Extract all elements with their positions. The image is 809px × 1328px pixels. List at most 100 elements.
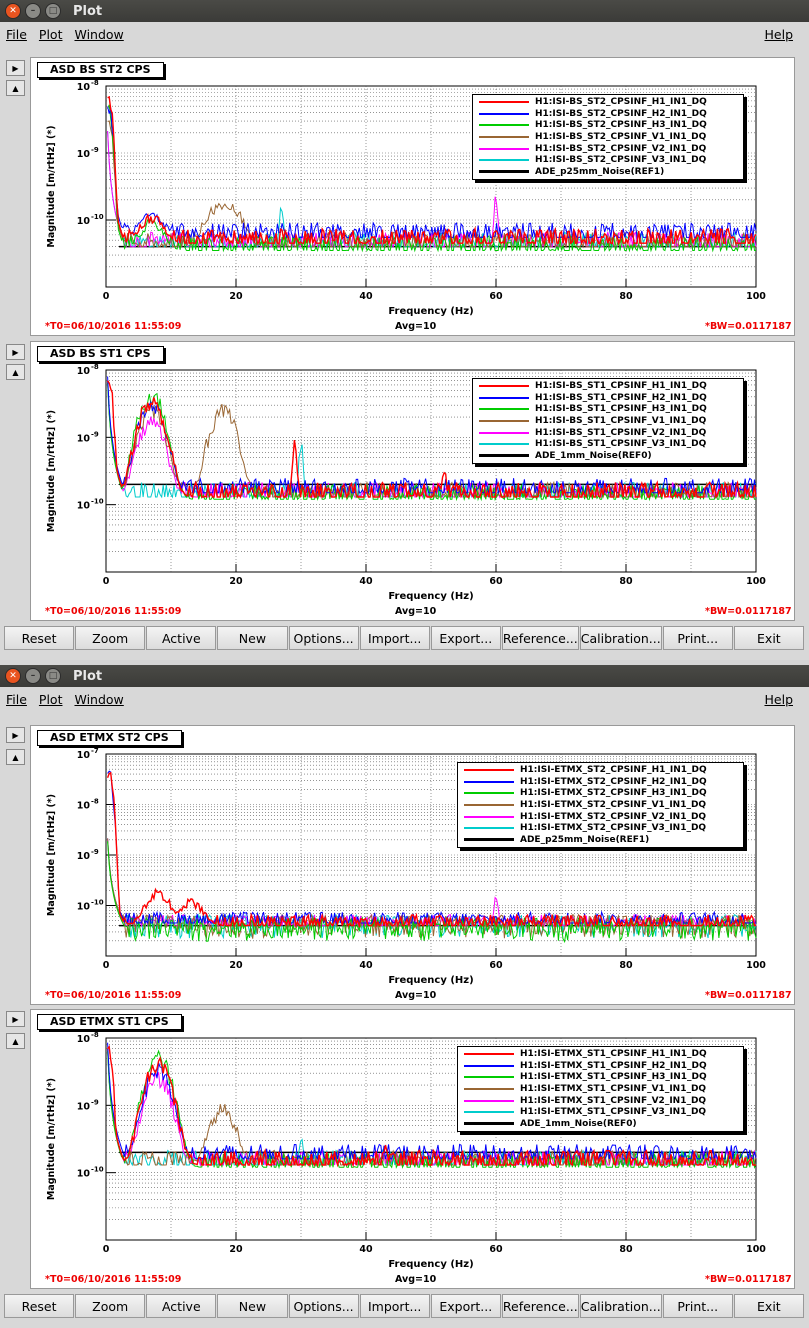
pad-title: ASD ETMX ST1 CPS <box>37 1014 182 1030</box>
legend-label: H1:ISI-ETMX_ST2_CPSINF_V1_IN1_DQ <box>520 799 707 810</box>
toolbar-button-export[interactable]: Export... <box>430 626 501 650</box>
toolbar-button-active[interactable]: Active <box>146 626 217 650</box>
legend-label: H1:ISI-BS_ST1_CPSINF_V3_IN1_DQ <box>535 439 707 450</box>
menu-help[interactable]: Help <box>764 26 794 42</box>
y-tick-label: 10 <box>77 149 91 160</box>
toolbar-button-print[interactable]: Print... <box>662 1294 733 1318</box>
plot-pad: ASD BS ST2 CPS 0 20 40 60 80 100 10 -8 10 -9 10 -10 F… <box>30 57 795 336</box>
legend-swatch <box>464 1122 514 1126</box>
y-tick-exponent: -8 <box>91 363 99 371</box>
legend-label: H1:ISI-BS_ST2_CPSINF_V2_IN1_DQ <box>535 143 707 154</box>
close-icon[interactable]: ✕ <box>5 3 21 19</box>
expand-pad-button[interactable]: ▶ <box>6 1011 25 1027</box>
menu-bar: File Plot Window Help <box>0 687 809 711</box>
legend-swatch <box>464 803 514 806</box>
legend-swatch <box>464 768 514 771</box>
x-tick-label: 40 <box>359 1244 373 1255</box>
legend-swatch <box>479 454 529 458</box>
expand-pad-button[interactable]: ▶ <box>6 727 25 743</box>
legend-swatch <box>479 159 529 162</box>
menu-file[interactable]: File <box>6 26 27 42</box>
legend-label: H1:ISI-ETMX_ST2_CPSINF_V3_IN1_DQ <box>520 823 707 834</box>
menu-window[interactable]: Window <box>74 26 124 42</box>
legend-label: H1:ISI-BS_ST2_CPSINF_H2_IN1_DQ <box>535 108 707 119</box>
maximize-icon[interactable]: □ <box>45 668 61 684</box>
legend-entry: H1:ISI-BS_ST2_CPSINF_H2_IN1_DQ <box>473 108 743 120</box>
menu-help[interactable]: Help <box>764 691 794 707</box>
menu-plot[interactable]: Plot <box>38 691 63 707</box>
toolbar-button-new[interactable]: New <box>217 1294 288 1318</box>
title-bar: ✕ – □ Plot <box>0 665 809 687</box>
legend-label: H1:ISI-ETMX_ST1_CPSINF_V1_IN1_DQ <box>520 1083 707 1094</box>
x-tick-label: 100 <box>746 291 766 302</box>
bw-label: *BW=0.0117187 <box>705 990 792 1001</box>
legend-entry: H1:ISI-ETMX_ST1_CPSINF_H2_IN1_DQ <box>458 1060 743 1072</box>
plot-pad: ASD BS ST1 CPS 0 20 40 60 80 100 10 -8 10 -9 10 -10 F… <box>30 341 795 621</box>
legend-swatch <box>479 431 529 434</box>
minimize-icon[interactable]: – <box>25 3 41 19</box>
toolbar-button-reset[interactable]: Reset <box>4 626 75 650</box>
legend-entry: H1:ISI-BS_ST1_CPSINF_H2_IN1_DQ <box>473 392 743 404</box>
collapse-pad-button[interactable]: ▲ <box>6 1033 25 1049</box>
plot-window-1: ✕ – □ Plot File Plot Window Help ▶ ▲ ASD… <box>0 0 809 660</box>
toolbar-button-calibration[interactable]: Calibration... <box>579 626 662 650</box>
collapse-pad-button[interactable]: ▲ <box>6 749 25 765</box>
toolbar-button-options[interactable]: Options... <box>288 626 359 650</box>
toolbar-button-print[interactable]: Print... <box>662 626 733 650</box>
series-line <box>107 383 756 502</box>
legend-entry: H1:ISI-BS_ST1_CPSINF_H1_IN1_DQ <box>473 380 743 392</box>
legend: H1:ISI-ETMX_ST1_CPSINF_H1_IN1_DQ H1:ISI-E… <box>457 1046 744 1132</box>
toolbar-button-import[interactable]: Import... <box>359 626 430 650</box>
legend-entry: H1:ISI-ETMX_ST2_CPSINF_V3_IN1_DQ <box>458 822 743 834</box>
legend-entry: H1:ISI-ETMX_ST1_CPSINF_H1_IN1_DQ <box>458 1048 743 1060</box>
x-tick-label: 60 <box>489 960 503 971</box>
minimize-icon[interactable]: – <box>25 668 41 684</box>
toolbar-button-zoom[interactable]: Zoom <box>75 626 146 650</box>
y-tick-exponent: -9 <box>91 146 99 154</box>
toolbar-button-exit[interactable]: Exit <box>733 1294 804 1318</box>
collapse-pad-button[interactable]: ▲ <box>6 80 25 96</box>
toolbar-button-import[interactable]: Import... <box>359 1294 430 1318</box>
legend-entry: H1:ISI-ETMX_ST2_CPSINF_H1_IN1_DQ <box>458 764 743 776</box>
legend-entry: ADE_1mm_Noise(REF0) <box>473 450 743 462</box>
toolbar-button-new[interactable]: New <box>217 626 288 650</box>
toolbar-button-calibration[interactable]: Calibration... <box>579 1294 662 1318</box>
series-line <box>107 1044 756 1168</box>
pad-title: ASD BS ST1 CPS <box>37 346 164 362</box>
x-tick-label: 0 <box>103 576 110 587</box>
legend-entry: H1:ISI-ETMX_ST1_CPSINF_H3_IN1_DQ <box>458 1071 743 1083</box>
menu-window[interactable]: Window <box>74 691 124 707</box>
window-title: Plot <box>73 668 103 684</box>
legend-entry: ADE_p25mm_Noise(REF1) <box>458 834 743 846</box>
menu-file[interactable]: File <box>6 691 27 707</box>
toolbar-button-export[interactable]: Export... <box>430 1294 501 1318</box>
toolbar-button-reference[interactable]: Reference... <box>501 626 579 650</box>
y-tick-label: 10 <box>77 851 91 862</box>
avg-label: Avg=10 <box>395 606 437 617</box>
x-tick-label: 80 <box>619 291 633 302</box>
maximize-icon[interactable]: □ <box>45 3 61 19</box>
menu-plot[interactable]: Plot <box>38 26 63 42</box>
toolbar-button-options[interactable]: Options... <box>288 1294 359 1318</box>
toolbar-button-exit[interactable]: Exit <box>733 626 804 650</box>
toolbar-button-reset[interactable]: Reset <box>4 1294 75 1318</box>
legend-swatch <box>479 147 529 150</box>
legend-entry: H1:ISI-BS_ST1_CPSINF_V1_IN1_DQ <box>473 415 743 427</box>
y-tick-exponent: -10 <box>91 213 104 221</box>
expand-pad-button[interactable]: ▶ <box>6 60 25 76</box>
legend-swatch <box>464 792 514 795</box>
y-tick-label: 10 <box>77 902 91 913</box>
close-icon[interactable]: ✕ <box>5 668 21 684</box>
toolbar-button-active[interactable]: Active <box>146 1294 217 1318</box>
toolbar-button-zoom[interactable]: Zoom <box>75 1294 146 1318</box>
collapse-pad-button[interactable]: ▲ <box>6 364 25 380</box>
expand-pad-button[interactable]: ▶ <box>6 344 25 360</box>
y-tick-label: 10 <box>77 501 91 512</box>
t0-label: *T0=06/10/2016 11:55:09 <box>45 606 182 617</box>
y-tick-exponent: -10 <box>91 1166 104 1174</box>
legend-label: H1:ISI-ETMX_ST2_CPSINF_V2_IN1_DQ <box>520 811 707 822</box>
legend-swatch <box>479 384 529 387</box>
legend-label: ADE_p25mm_Noise(REF1) <box>535 166 665 177</box>
toolbar-button-reference[interactable]: Reference... <box>501 1294 579 1318</box>
plot-window-2: ✕ – □ Plot File Plot Window Help ▶ ▲ ASD… <box>0 665 809 1328</box>
